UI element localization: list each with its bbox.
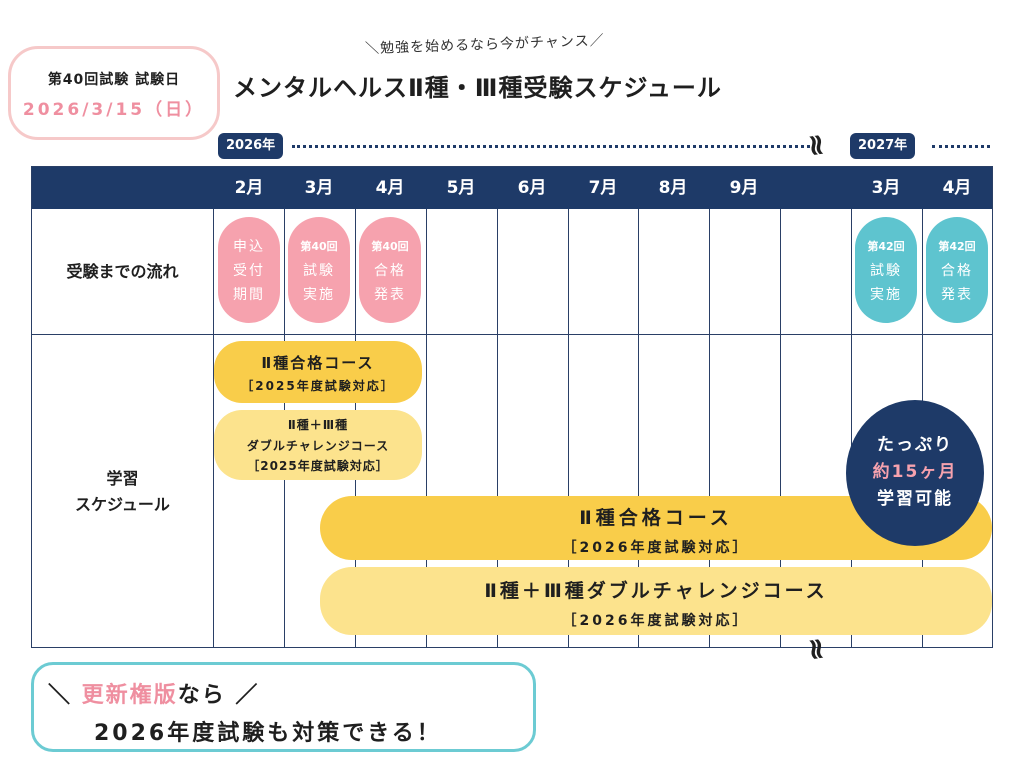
flow-pill-text: 合格	[941, 263, 973, 279]
flow-pill-text: 受付	[233, 263, 265, 279]
month-header-cell: 4月	[375, 178, 405, 198]
year-tag-2027: 2027年	[850, 133, 916, 159]
row-label-study-line2: スケジュール	[75, 495, 170, 514]
page-title: メンタルヘルスⅡ種・Ⅲ種受験スケジュール	[233, 74, 722, 102]
month-header-cell: 3月	[304, 178, 334, 198]
timeline-dots-2026	[292, 145, 810, 148]
month-header-cell: 7月	[588, 178, 618, 198]
squiggle-break-top: ≀≀	[805, 127, 821, 164]
callout-prefix: ＼	[48, 683, 82, 708]
badge-line2: 約15ヶ月	[872, 462, 958, 482]
row-label-study-line1: 学習	[106, 469, 139, 488]
course-year: ［2025年度試験対応］	[241, 379, 395, 393]
course-year: ［2026年度試験対応］	[562, 613, 750, 629]
month-header-cell: 4月	[942, 178, 972, 198]
flow-pill-application: 申込 受付 期間	[218, 217, 280, 323]
row-label-flow: 受験までの流れ	[66, 262, 179, 281]
exam-badge-date: 2026/3/15（日）	[22, 100, 206, 120]
update-callout: ＼ 更新権版なら ／ 2026年度試験も対策できる！	[31, 662, 536, 752]
grid-line	[497, 209, 498, 647]
month-header-cell: 5月	[446, 178, 476, 198]
month-header-cell: 9月	[729, 178, 759, 198]
flow-pill-result40: 第40回 合格 発表	[359, 217, 421, 323]
flow-pill-text: 第42回	[867, 240, 905, 253]
flow-pill-text: 申込	[233, 239, 265, 255]
month-header	[32, 167, 992, 209]
callout-rest: なら ／	[177, 683, 260, 708]
course-bar-2026-double: Ⅱ種＋Ⅲ種ダブルチャレンジコース ［2026年度試験対応］	[320, 567, 992, 635]
flow-pill-text: 第42回	[938, 240, 976, 253]
exam-badge-label: 第40回試験 試験日	[47, 72, 181, 88]
course-name: Ⅱ種＋Ⅲ種ダブルチャレンジコース	[484, 580, 828, 602]
month-header-cell: 3月	[871, 178, 901, 198]
grid-line	[568, 209, 569, 647]
exam-date-badge: 第40回試験 試験日 2026/3/15（日）	[8, 46, 220, 140]
flow-pill-text: 実施	[303, 287, 335, 303]
study-duration-badge: たっぷり 約15ヶ月 学習可能	[846, 400, 984, 546]
badge-line3: 学習可能	[877, 489, 953, 509]
flow-pill-text: 発表	[374, 287, 406, 303]
flow-pill-text: 発表	[941, 287, 973, 303]
flow-pill-text: 第40回	[371, 240, 409, 253]
flow-pill-text: 試験	[303, 263, 335, 279]
row-label-study: 学習 スケジュール	[32, 466, 213, 518]
year-tag-2026: 2026年	[218, 133, 284, 159]
month-header-cell	[780, 167, 850, 209]
course-bar-2025-type2: Ⅱ種合格コース ［2025年度試験対応］	[214, 341, 422, 403]
flow-pill-text: 第40回	[300, 240, 338, 253]
flow-pill-text: 実施	[870, 287, 902, 303]
flow-pill-text: 合格	[374, 263, 406, 279]
grid-line	[213, 209, 214, 647]
month-header-cell: 6月	[517, 178, 547, 198]
flow-pill-text: 試験	[870, 263, 902, 279]
badge-line1: たっぷり	[877, 435, 953, 455]
flow-pill-result42: 第42回 合格 発表	[926, 217, 988, 323]
callout-line1: ＼ 更新権版なら ／	[48, 677, 259, 709]
course-name: Ⅱ種合格コース	[261, 354, 375, 372]
grid-line	[638, 209, 639, 647]
grid-line	[780, 209, 781, 647]
subtitle: ＼勉強を始めるなら今がチャンス／	[364, 32, 605, 58]
month-header-cell: 8月	[658, 178, 688, 198]
course-name: Ⅱ種合格コース	[579, 507, 733, 529]
callout-highlight: 更新権版	[81, 683, 178, 708]
course-name: Ⅱ種＋Ⅲ種	[287, 418, 349, 432]
flow-pill-exam42: 第42回 試験 実施	[855, 217, 917, 323]
grid-line	[32, 334, 992, 335]
grid-line	[426, 209, 427, 647]
month-header-cell: 2月	[234, 178, 264, 198]
schedule-table	[31, 166, 993, 648]
course-year: ［2025年度試験対応］	[247, 459, 389, 473]
flow-pill-text: 期間	[233, 287, 265, 303]
course-name: ダブルチャレンジコース	[246, 439, 390, 453]
course-bar-2025-double: Ⅱ種＋Ⅲ種 ダブルチャレンジコース ［2025年度試験対応］	[214, 410, 422, 480]
timeline-dots-2027	[932, 145, 990, 148]
grid-line	[709, 209, 710, 647]
callout-line2: 2026年度試験も対策できる！	[94, 721, 442, 746]
course-year: ［2026年度試験対応］	[562, 540, 750, 556]
grid-line	[851, 209, 852, 647]
flow-pill-exam40: 第40回 試験 実施	[288, 217, 350, 323]
